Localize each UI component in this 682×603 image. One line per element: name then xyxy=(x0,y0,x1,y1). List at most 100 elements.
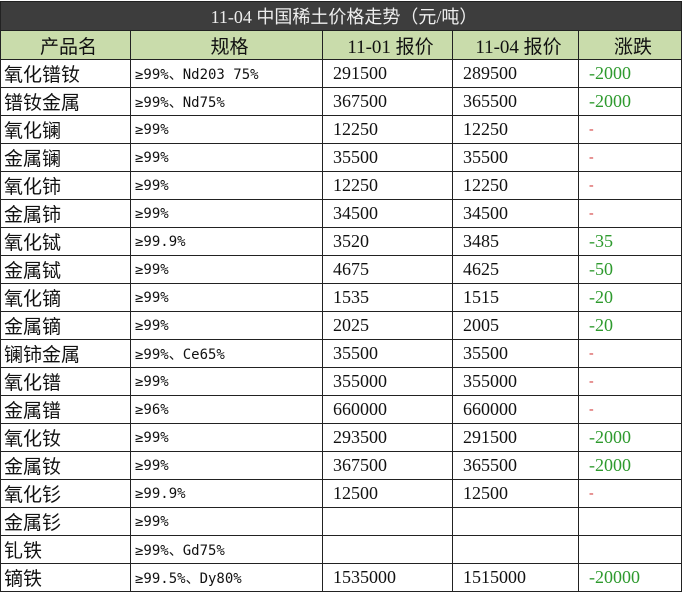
price-1101 xyxy=(322,535,453,564)
price-1101 xyxy=(322,507,453,536)
price-change: - xyxy=(578,339,682,368)
price-1101: 12250 xyxy=(322,171,453,200)
spec: ≥99%、Nd203 75% xyxy=(130,59,323,88)
price-1104: 1515 xyxy=(452,283,579,312)
price-1101: 293500 xyxy=(322,423,453,452)
table-row: 金属镧 ≥99% 35500 35500- xyxy=(0,143,682,172)
spec: ≥99% xyxy=(130,311,323,340)
product-name: 钆铁 xyxy=(0,535,131,564)
product-name: 金属镧 xyxy=(0,143,131,172)
spec: ≥99%、Ce65% xyxy=(130,339,323,368)
price-1104: 1515000 xyxy=(452,563,579,592)
price-1101: 3520 xyxy=(322,227,453,256)
spec: ≥99% xyxy=(130,367,323,396)
price-1101: 12250 xyxy=(322,115,453,144)
product-name: 镨钕金属 xyxy=(0,87,131,116)
table-row: 金属钕 ≥99% 367500 365500 -2000 xyxy=(0,451,682,480)
price-1104: 291500 xyxy=(452,423,579,452)
product-name: 氧化镨 xyxy=(0,367,131,396)
table-row: 金属铽 ≥99% 4675 4625 -50 xyxy=(0,255,682,284)
product-name: 镧铈金属 xyxy=(0,339,131,368)
title-row: 11-04 中国稀土价格走势（元/吨） xyxy=(0,1,682,31)
spec: ≥99.9% xyxy=(130,227,323,256)
table-row: 金属钐 ≥99% xyxy=(0,507,682,536)
product-name: 金属铽 xyxy=(0,255,131,284)
table-row: 氧化钐 ≥99.9% 12500 12500- xyxy=(0,479,682,508)
table-row: 金属镝 ≥99% 2025 2005 -20 xyxy=(0,311,682,340)
price-1101: 291500 xyxy=(322,59,453,88)
price-change: -20 xyxy=(578,311,682,340)
price-1104: 2005 xyxy=(452,311,579,340)
price-1104: 365500 xyxy=(452,451,579,480)
price-change: -35 xyxy=(578,227,682,256)
price-change: - xyxy=(578,479,682,508)
price-1104: 12250 xyxy=(452,115,579,144)
product-name: 金属钕 xyxy=(0,451,131,480)
table-row: 氧化镧 ≥99% 12250 12250- xyxy=(0,115,682,144)
header-price-1101: 11-01 报价 xyxy=(322,30,453,60)
price-1101: 4675 xyxy=(322,255,453,284)
table-row: 镝铁 ≥99.5%、Dy80% 1535000 1515000 -20000 xyxy=(0,563,682,592)
price-change: - xyxy=(578,395,682,424)
price-1104 xyxy=(452,507,579,536)
price-1101: 367500 xyxy=(322,87,453,116)
spec: ≥99% xyxy=(130,283,323,312)
header-row: 产品名 规格 11-01 报价 11-04 报价 涨跌 xyxy=(0,30,682,60)
spec: ≥99% xyxy=(130,423,323,452)
price-1104: 4625 xyxy=(452,255,579,284)
table-row: 氧化镨 ≥99% 355000 355000- xyxy=(0,367,682,396)
header-product: 产品名 xyxy=(0,30,131,60)
spec: ≥99.9% xyxy=(130,479,323,508)
table-row: 钆铁 ≥99%、Gd75% xyxy=(0,535,682,564)
spec: ≥96% xyxy=(130,395,323,424)
price-1101: 1535000 xyxy=(322,563,453,592)
price-1104: 3485 xyxy=(452,227,579,256)
price-1104: 12250 xyxy=(452,171,579,200)
table-row: 氧化镝 ≥99% 1535 1515 -20 xyxy=(0,283,682,312)
price-change xyxy=(578,535,682,564)
spec: ≥99.5%、Dy80% xyxy=(130,563,323,592)
spec: ≥99% xyxy=(130,143,323,172)
product-name: 氧化镨钕 xyxy=(0,59,131,88)
price-1104: 35500 xyxy=(452,143,579,172)
price-1104: 12500 xyxy=(452,479,579,508)
price-change: -50 xyxy=(578,255,682,284)
product-name: 金属镨 xyxy=(0,395,131,424)
price-1104 xyxy=(452,535,579,564)
product-name: 镝铁 xyxy=(0,563,131,592)
price-change: - xyxy=(578,171,682,200)
price-1101: 660000 xyxy=(322,395,453,424)
price-change: - xyxy=(578,115,682,144)
price-change: - xyxy=(578,199,682,228)
table-row: 镨钕金属 ≥99%、Nd75% 367500 365500 -2000 xyxy=(0,87,682,116)
header-change: 涨跌 xyxy=(578,30,682,60)
product-name: 氧化铽 xyxy=(0,227,131,256)
product-name: 氧化镝 xyxy=(0,283,131,312)
table-row: 氧化铈 ≥99% 12250 12250- xyxy=(0,171,682,200)
price-1101: 355000 xyxy=(322,367,453,396)
price-change: -2000 xyxy=(578,451,682,480)
price-1104: 660000 xyxy=(452,395,579,424)
price-change: -2000 xyxy=(578,59,682,88)
price-change: -2000 xyxy=(578,423,682,452)
price-change: - xyxy=(578,143,682,172)
price-change: -20000 xyxy=(578,563,682,592)
spec: ≥99% xyxy=(130,507,323,536)
product-name: 金属铈 xyxy=(0,199,131,228)
table-row: 镧铈金属 ≥99%、Ce65% 35500 35500- xyxy=(0,339,682,368)
spec: ≥99%、Nd75% xyxy=(130,87,323,116)
spec: ≥99% xyxy=(130,199,323,228)
header-spec: 规格 xyxy=(130,30,323,60)
product-name: 金属钐 xyxy=(0,507,131,536)
table-row: 金属铈 ≥99% 34500 34500- xyxy=(0,199,682,228)
price-1104: 355000 xyxy=(452,367,579,396)
price-1104: 289500 xyxy=(452,59,579,88)
price-change: -2000 xyxy=(578,87,682,116)
price-1101: 2025 xyxy=(322,311,453,340)
table-row: 氧化镨钕 ≥99%、Nd203 75% 291500 289500 -2000 xyxy=(0,59,682,88)
price-1101: 35500 xyxy=(322,339,453,368)
spec: ≥99% xyxy=(130,451,323,480)
spec: ≥99% xyxy=(130,115,323,144)
spec: ≥99% xyxy=(130,171,323,200)
